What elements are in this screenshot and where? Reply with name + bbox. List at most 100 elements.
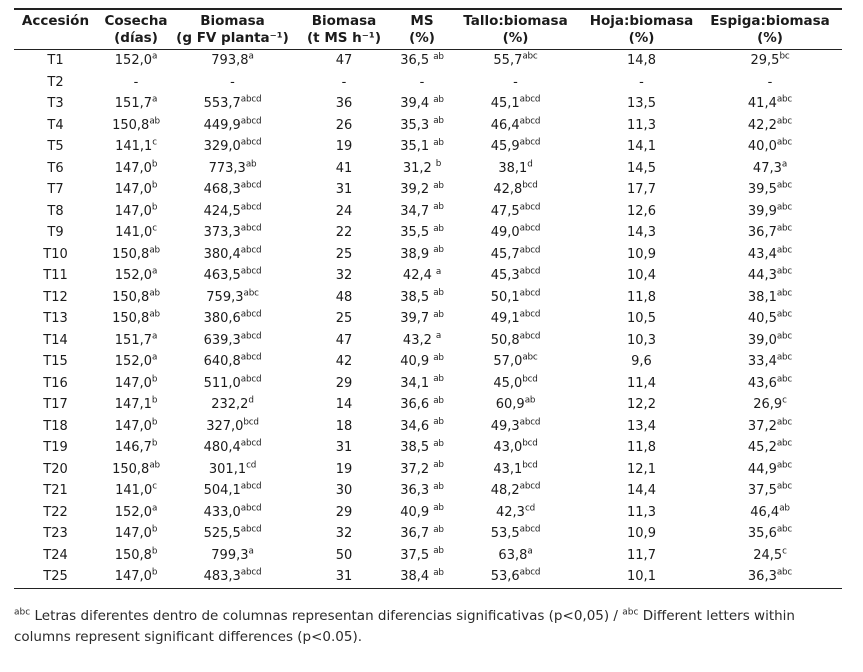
significance-letters: abc bbox=[776, 567, 793, 578]
table-row: T18 147,0b 327,0bcd 18 34,6 ab 49,3abcd 13,4 37,… bbox=[14, 416, 842, 438]
value-cell: 48,2abcd bbox=[490, 481, 541, 499]
significance-letters: abc bbox=[776, 417, 793, 428]
value-cell: 232,2d bbox=[211, 395, 254, 413]
accession-cell: T17 bbox=[43, 397, 68, 413]
value-cell: 759,3abc bbox=[206, 288, 259, 305]
footnote: abc Letras diferentes dentro de columnas… bbox=[14, 607, 795, 646]
significance-letters: ab bbox=[433, 309, 444, 320]
accession-cell: T10 bbox=[43, 246, 68, 262]
significance-letters: abc bbox=[776, 266, 793, 277]
significance-letters: abc bbox=[776, 331, 793, 342]
table-row: T20 150,8ab 301,1cd 19 37,2 ab 43,1bcd 12,1 44,9… bbox=[14, 459, 842, 481]
table-row: T2 - - - - - - - bbox=[14, 72, 842, 94]
value-cell: 41,4abc bbox=[747, 94, 793, 112]
value-cell: 36,7abc bbox=[747, 223, 793, 241]
value-cell: 329,0abcd bbox=[203, 137, 262, 155]
value-cell: 40,9 ab bbox=[400, 352, 444, 370]
value-cell: 34,7 ab bbox=[400, 202, 444, 219]
value-cell: 10,1 bbox=[627, 569, 656, 585]
value-cell: 45,0bcd bbox=[493, 374, 538, 391]
table-row: T17 147,1b 232,2d 14 36,6 ab 60,9ab 12,2 26,9c bbox=[14, 394, 842, 416]
table-row: T1 152,0a 793,8a 47 36,5 ab 55,7abc 14,8 29,5bc bbox=[14, 50, 842, 72]
value-cell: 147,0b bbox=[114, 374, 158, 391]
value-cell: - bbox=[419, 74, 425, 90]
significance-letters: ab bbox=[433, 116, 444, 127]
table-row: T10 150,8ab 380,4abcd 25 38,9 ab 45,7abcd 10,9 4… bbox=[14, 244, 842, 266]
accession-cell: T19 bbox=[43, 440, 68, 456]
value-cell: 39,5abc bbox=[747, 180, 793, 198]
significance-letters: a bbox=[152, 266, 158, 277]
value-cell: 36 bbox=[335, 96, 353, 112]
value-cell: 483,3abcd bbox=[203, 567, 262, 585]
significance-letters: abcd bbox=[519, 567, 541, 578]
col-header-label: Biomasa bbox=[200, 13, 265, 29]
value-cell: 327,0bcd bbox=[206, 417, 259, 434]
value-cell: 152,0a bbox=[114, 503, 158, 520]
value-cell: 151,7a bbox=[114, 94, 158, 112]
value-cell: 12,6 bbox=[627, 203, 656, 219]
value-cell: 38,1abc bbox=[747, 288, 793, 305]
value-cell: 147,0b bbox=[114, 567, 158, 585]
value-cell: 43,1bcd bbox=[493, 460, 538, 477]
value-cell: 39,4 ab bbox=[400, 94, 444, 112]
significance-letters: abcd bbox=[240, 503, 262, 514]
value-cell: 38,4 ab bbox=[400, 567, 444, 585]
significance-letters: ab bbox=[433, 288, 444, 299]
value-cell: 49,3abcd bbox=[490, 417, 541, 434]
accession-cell: T18 bbox=[43, 418, 68, 434]
value-cell: 13,4 bbox=[627, 418, 656, 434]
value-cell: - bbox=[133, 74, 139, 90]
significance-letters: a bbox=[248, 546, 254, 557]
value-cell: 44,9abc bbox=[747, 460, 793, 477]
value-cell: 19 bbox=[335, 461, 353, 477]
value-cell: 41 bbox=[335, 160, 353, 176]
value-cell: 36,7 ab bbox=[400, 524, 444, 542]
table-row: T3 151,7a 553,7abcd 36 39,4 ab 45,1abcd 13,5 41,… bbox=[14, 93, 842, 115]
value-cell: 553,7abcd bbox=[203, 94, 262, 112]
significance-letters: ab bbox=[433, 137, 444, 148]
significance-letters: ab bbox=[433, 438, 444, 449]
value-cell: 640,8abcd bbox=[203, 352, 262, 370]
significance-letters: ab bbox=[433, 503, 444, 514]
value-cell: 39,0abc bbox=[747, 331, 793, 348]
significance-letters: abc bbox=[776, 438, 793, 449]
significance-letters: abcd bbox=[519, 202, 541, 213]
accession-cell: T9 bbox=[47, 225, 64, 241]
value-cell: 29 bbox=[335, 375, 353, 391]
significance-letters: a bbox=[152, 94, 158, 105]
significance-letters: abc bbox=[776, 245, 793, 256]
accession-cell: T13 bbox=[43, 311, 68, 327]
table-row: T4 150,8ab 449,9abcd 26 35,3 ab 46,4abcd 11,3 42… bbox=[14, 115, 842, 137]
value-cell: - bbox=[767, 74, 773, 90]
value-cell: 43,0bcd bbox=[493, 438, 538, 456]
value-cell: 480,4abcd bbox=[203, 438, 262, 456]
value-cell: 147,0b bbox=[114, 524, 158, 542]
value-cell: 14,1 bbox=[627, 139, 656, 155]
value-cell: 44,3abc bbox=[747, 266, 793, 284]
col-header-accession: Accesión bbox=[14, 9, 97, 50]
value-cell: 19 bbox=[335, 139, 353, 155]
significance-letters: ab bbox=[433, 374, 444, 385]
significance-letters: b bbox=[151, 180, 158, 191]
significance-letters: abc bbox=[776, 223, 793, 234]
value-cell: 42 bbox=[335, 354, 353, 370]
value-cell: 150,8ab bbox=[112, 116, 160, 133]
page: Accesión Cosecha (días) Biomasa (g FV pl… bbox=[0, 8, 863, 672]
col-header-ms: MS (%) bbox=[398, 9, 446, 50]
significance-letters: abcd bbox=[519, 481, 541, 492]
col-header-label: Accesión bbox=[21, 13, 90, 29]
significance-letters: ab bbox=[149, 309, 160, 320]
value-cell: 773,3ab bbox=[208, 159, 257, 176]
table-row: T14 151,7a 639,3abcd 47 43,2 a 50,8abcd 10,3 39,… bbox=[14, 330, 842, 352]
significance-letters: abc bbox=[776, 309, 793, 320]
value-cell: 150,8ab bbox=[112, 460, 160, 477]
value-cell: 31,2 b bbox=[402, 159, 442, 176]
significance-letters: a bbox=[248, 51, 254, 62]
significance-letters: b bbox=[435, 159, 442, 170]
value-cell: 468,3abcd bbox=[203, 180, 262, 198]
value-cell: 141,1c bbox=[115, 137, 157, 155]
value-cell: 40,9 ab bbox=[400, 503, 444, 520]
accession-cell: T21 bbox=[43, 483, 68, 499]
value-cell: 424,5abcd bbox=[203, 202, 262, 219]
accession-cell: T8 bbox=[47, 203, 64, 219]
